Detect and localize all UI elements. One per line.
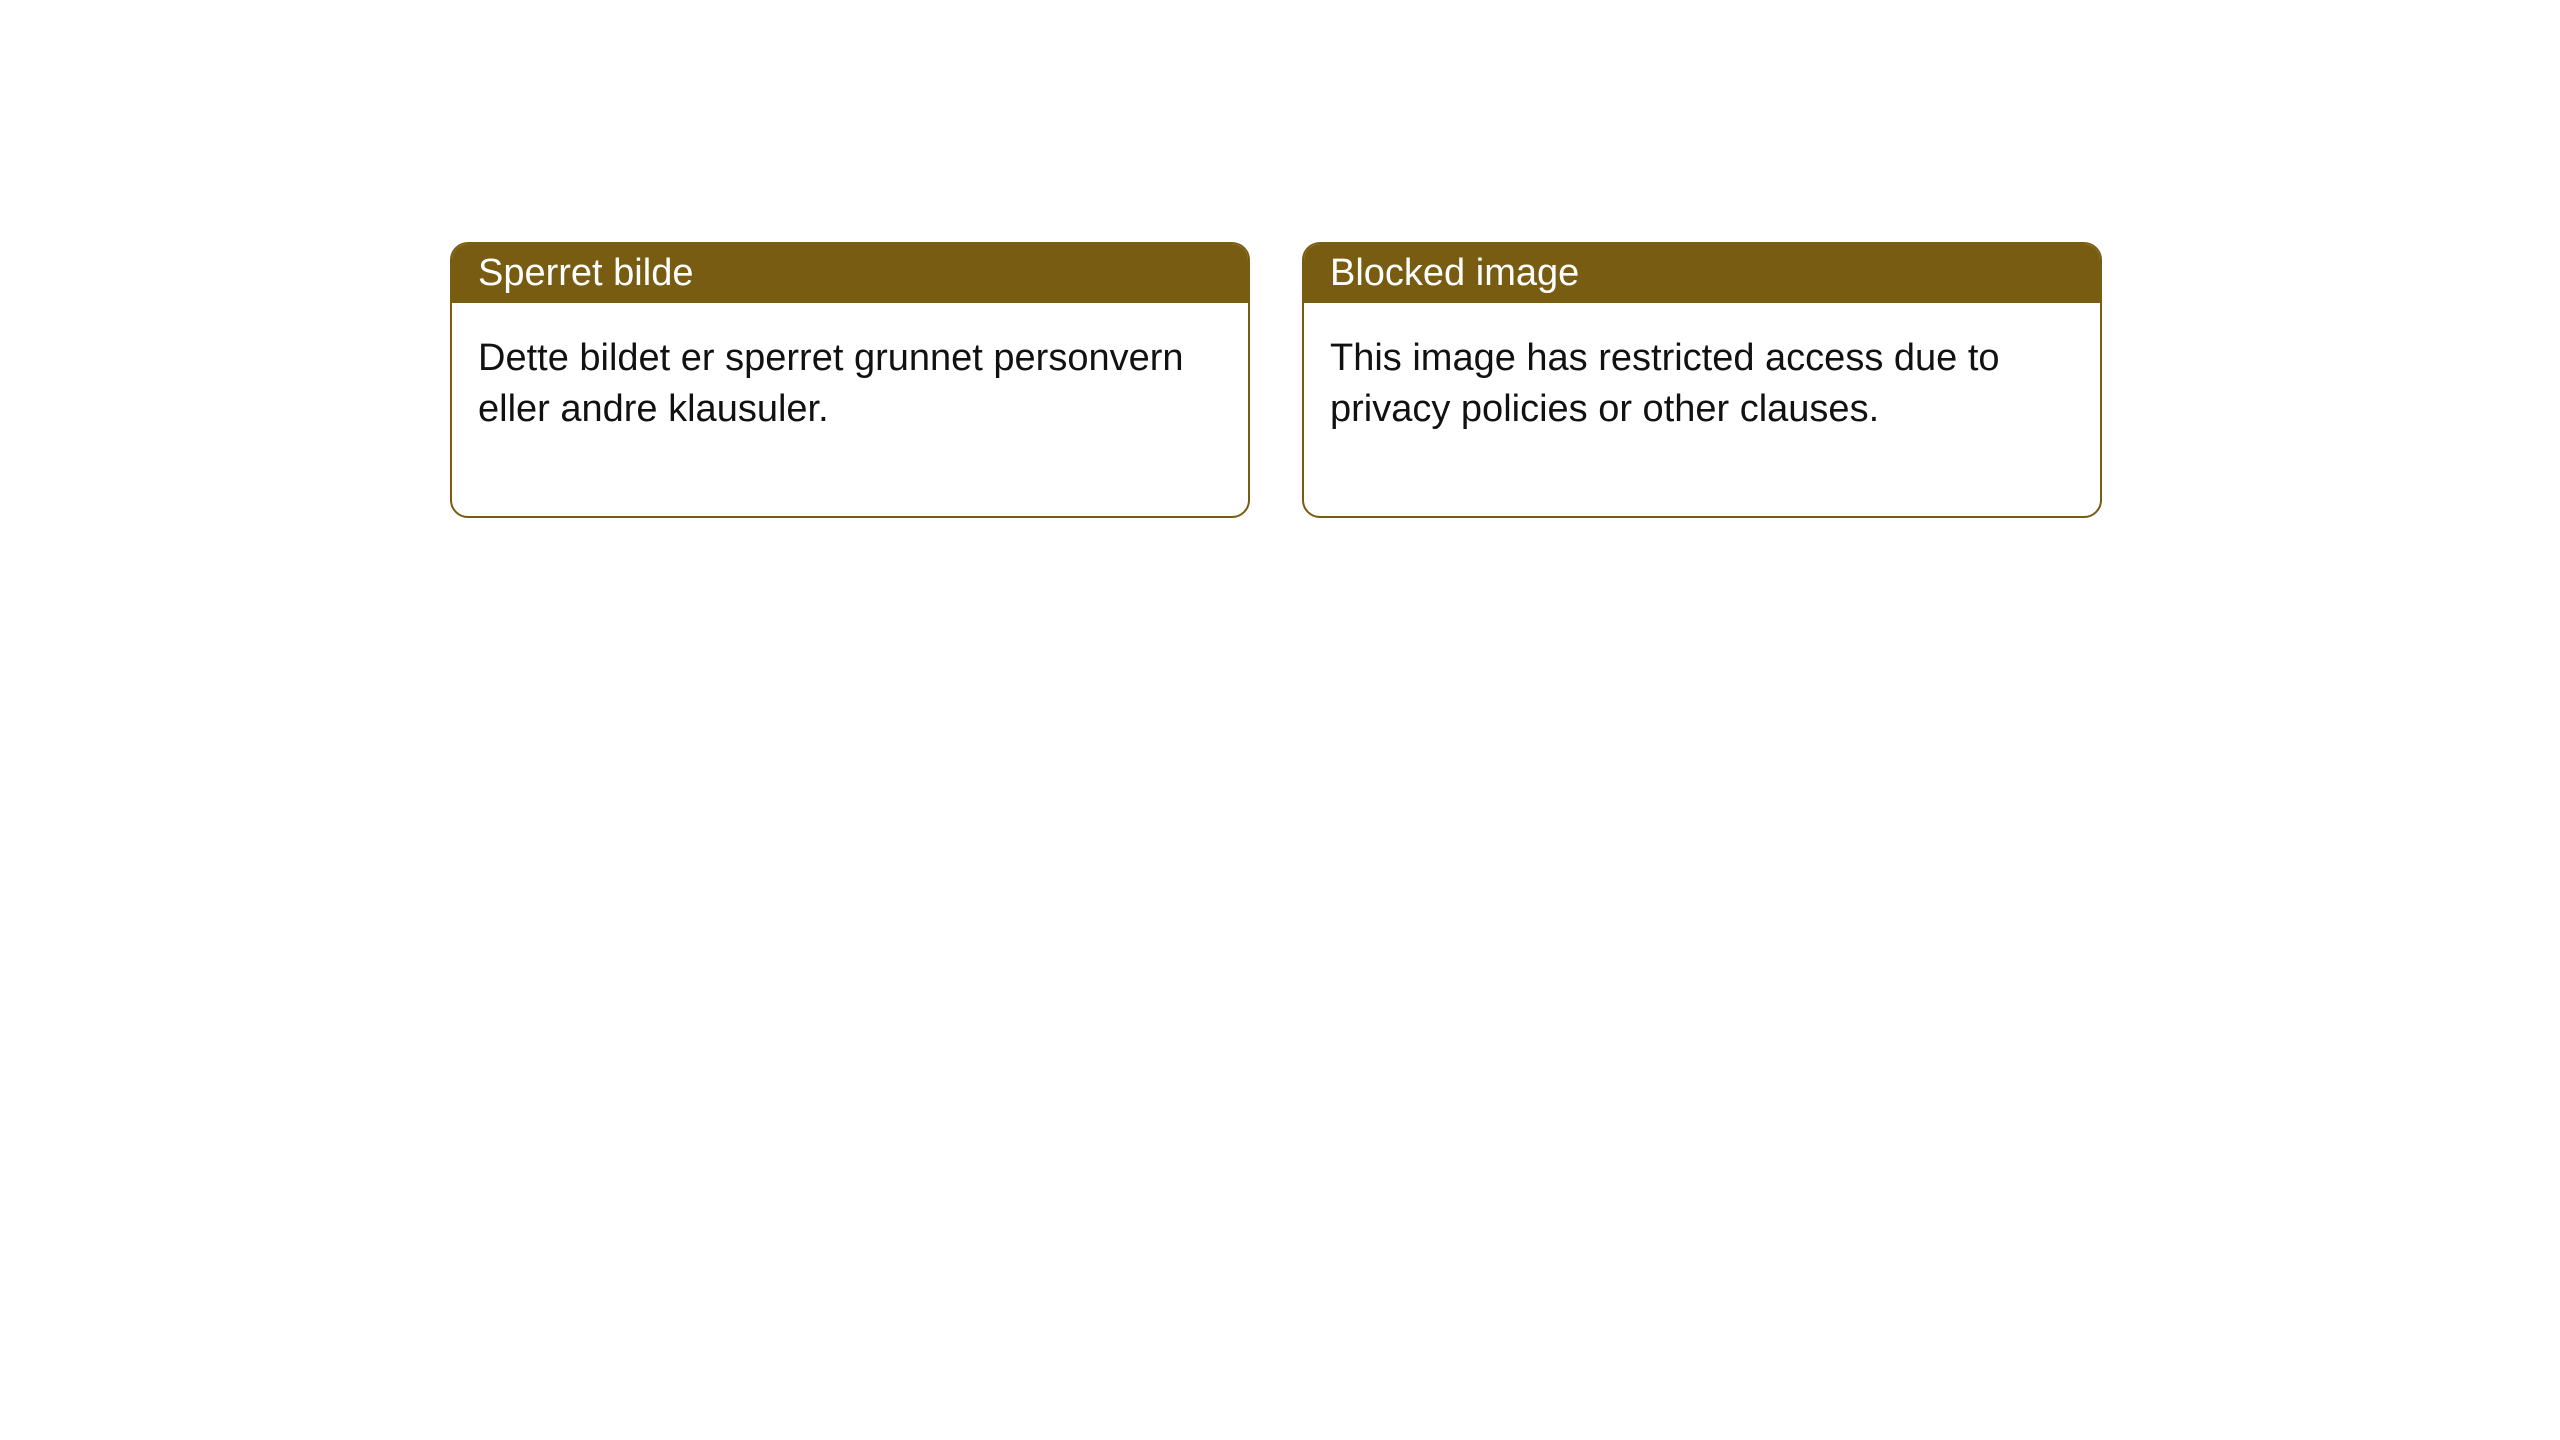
notice-card-en: Blocked image This image has restricted … [1302,242,2102,518]
notice-title-en: Blocked image [1330,252,1579,294]
notice-body-no: Dette bildet er sperret grunnet personve… [452,303,1248,516]
notice-header-no: Sperret bilde [452,244,1248,303]
notice-header-en: Blocked image [1304,244,2100,303]
notice-container: Sperret bilde Dette bildet er sperret gr… [450,242,2102,518]
notice-text-no: Dette bildet er sperret grunnet personve… [478,337,1184,430]
notice-body-en: This image has restricted access due to … [1304,303,2100,516]
notice-title-no: Sperret bilde [478,252,693,294]
notice-card-no: Sperret bilde Dette bildet er sperret gr… [450,242,1250,518]
notice-text-en: This image has restricted access due to … [1330,337,2000,430]
